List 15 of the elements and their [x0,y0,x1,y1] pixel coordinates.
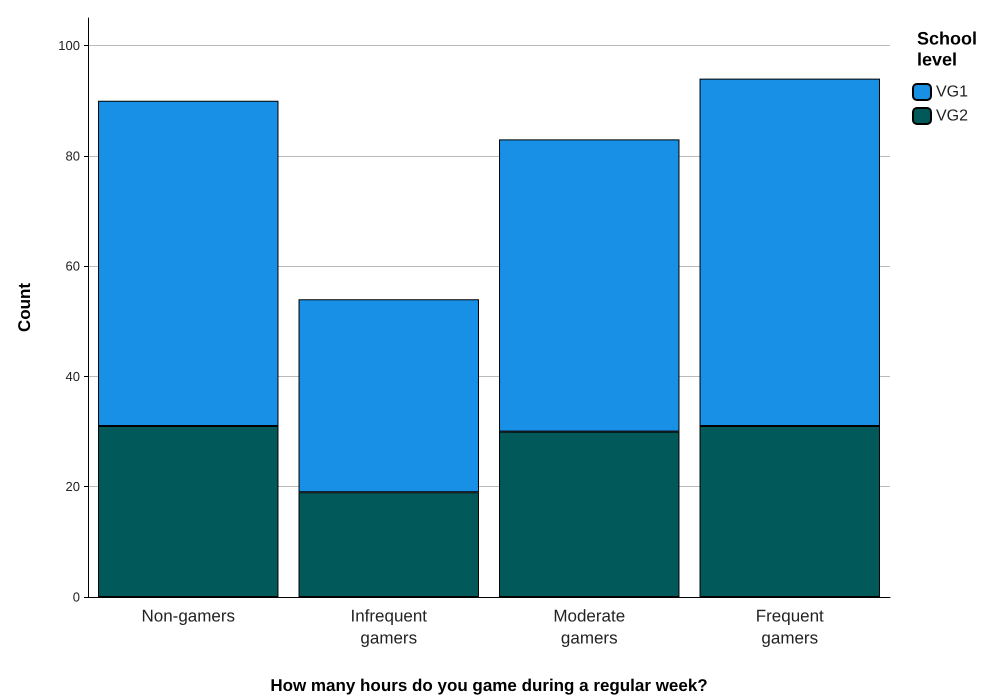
legend-title: School level [916,28,978,70]
x-tick-label: Moderate gamers [553,606,626,648]
x-tick-label: Infrequent gamers [350,606,428,648]
y-tick-label: 40 [66,368,80,384]
legend-label: VG2 [936,108,968,124]
legend-label: VG1 [936,84,968,100]
x-tick-label: Frequent gamers [756,606,824,648]
y-tick-label: 100 [58,38,80,54]
x-tick-label: Non-gamers [141,606,236,626]
y-axis-title: Count [15,282,34,332]
y-tick-label: 20 [66,479,80,494]
y-tick-label: 80 [66,148,80,164]
y-tick-label: 0 [72,590,80,604]
x-axis-title: How many hours do you game during a regular week? [270,676,708,695]
y-tick-label: 60 [66,258,80,274]
